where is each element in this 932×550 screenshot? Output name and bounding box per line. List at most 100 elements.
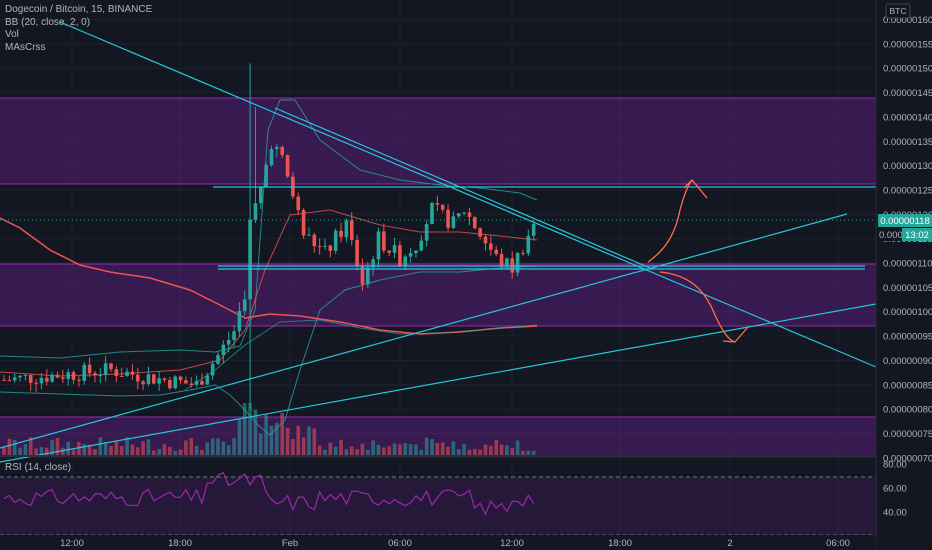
price-tick-label: 0.00000090 [883,356,932,367]
candle-body [328,245,333,251]
volume-bar [130,444,135,455]
bb-indicator-label[interactable]: BB (20, close, 2, 0) [5,16,91,28]
price-tick-label: 0.00000125 [883,185,932,196]
volume-bar [184,440,188,455]
volume-bar [162,444,167,455]
ma-indicator-label[interactable]: MAsCrss [5,41,46,53]
volume-bar [280,412,284,455]
candle-body [253,203,258,220]
candle-body [194,381,199,385]
candle-body [456,213,461,217]
candle-body [414,250,418,254]
candle-body [521,253,525,255]
volume-bar [34,448,38,455]
volume-bar [210,438,215,455]
candle-body [237,310,242,332]
svg-text:BTC: BTC [890,6,907,16]
price-tick-label: 0.00000135 [883,137,932,148]
time-axis[interactable] [0,535,876,550]
price-tick-label: 0.00000075 [883,429,932,440]
volume-bar [242,403,247,455]
volume-bar [269,425,274,455]
rsi-axis-labels: 80.00 60.00 40.00 [883,460,907,519]
volume-bar [478,449,482,455]
candle-body [7,380,12,382]
price-tick-label: 0.00000100 [883,307,932,318]
symbol-title[interactable]: Dogecoin / Bitcoin, 15, BINANCE [5,4,153,15]
candle-body [125,371,129,377]
volume-bar [462,444,466,455]
candle-body [216,355,220,364]
moving-averages [0,217,538,391]
candle-body [152,374,156,384]
volume-bar [323,449,327,455]
volume-bar [349,446,354,455]
svg-text:0.00000118: 0.00000118 [880,216,930,227]
candle-body [494,249,498,255]
candle-body [55,374,60,378]
volume-bar [414,444,418,455]
volume-bar [382,447,386,455]
candle-body [398,245,402,266]
candle-body [173,376,177,389]
volume-bar [12,440,17,455]
volume-bar [398,444,402,455]
price-tick-label: 0.00000160 [883,15,932,26]
volume-bar [344,449,349,455]
volume-bar [61,447,65,455]
volume-bar [216,438,220,455]
candle-body [178,376,183,381]
candle-body [141,381,145,385]
candle-body [23,375,28,377]
volume-indicator-label[interactable]: Vol [5,29,19,40]
volume-bar [55,438,60,455]
candle-body [135,374,140,382]
volume-bar [489,445,493,455]
rsi-indicator-label[interactable]: RSI (14, close) [5,462,72,473]
volume-bar [408,444,413,455]
price-tick-label: 0.00000150 [883,64,932,75]
candle-body [371,259,375,268]
volume-bar [23,444,28,455]
bollinger-bands [0,99,538,436]
candle-body [82,364,87,381]
candle-body [109,363,113,370]
volume-bar [264,414,268,455]
candle-body [205,375,210,385]
volume-bar [141,441,145,455]
volume-bar [451,441,456,455]
volume-bar [291,439,295,455]
volume-bar [114,440,119,455]
volume-bar [483,444,488,455]
volume-bar [189,437,194,455]
candle-body [221,344,226,356]
candle-body [376,231,381,260]
candle-body [317,246,322,248]
candle-body [157,378,161,384]
volume-bar [419,449,424,455]
price-tick-label: 0.00000130 [883,161,932,172]
candle-body [360,265,365,285]
volume-bar [440,442,445,455]
candle-body [382,231,386,251]
price-axis[interactable] [875,0,932,550]
last-price-tag: 0.00000118 0.000 13:02 [878,214,932,241]
price-tick-label: 0.00000085 [883,380,932,391]
resistance-zone [0,97,876,185]
candle-body [387,250,391,253]
rsi-pane [0,471,876,536]
candle-body [307,234,311,236]
candle-body [473,216,477,229]
volume-bar [317,445,322,455]
candle-body [478,228,482,237]
candle-body [162,378,167,380]
candle-body [232,331,236,341]
candle-body [39,377,44,384]
currency-badge: BTC [885,3,911,19]
candle-body [119,375,124,377]
candle-body [114,369,119,376]
rsi-tick-label: 60.00 [883,484,907,495]
volume-bar [473,448,477,455]
volume-bar [168,446,172,455]
